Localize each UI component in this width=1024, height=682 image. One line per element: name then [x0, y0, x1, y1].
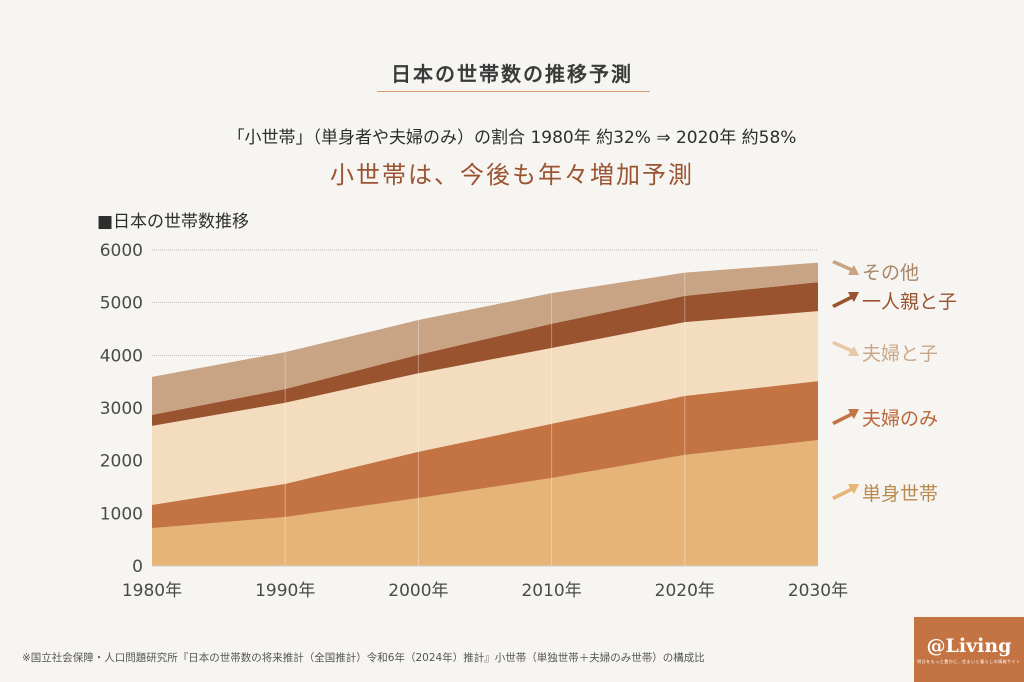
- y-tick-label: 0: [132, 557, 143, 577]
- area-4: [152, 282, 818, 426]
- title-underline: [377, 91, 650, 92]
- area-2: [152, 381, 818, 529]
- arrow-down-icon: [832, 341, 859, 356]
- area-1: [152, 440, 818, 566]
- headline: 小世帯は、今後も年々増加予測: [330, 161, 694, 189]
- y-tick-label: 6000: [100, 241, 143, 261]
- x-tick-label: 2030年: [788, 581, 848, 601]
- source-footnote: ※国立社会保障・人口問題研究所『日本の世帯数の将来推計（全国推計）令和6年（20…: [22, 652, 705, 664]
- x-tick-label: 2020年: [655, 581, 715, 601]
- x-axis-ticks: 1980年 1990年 2000年 2010年 2020年 2030年: [122, 581, 848, 601]
- legend: 単身世帯 夫婦のみ 夫婦と子 一人親と子 その他: [832, 260, 957, 505]
- legend-label-4: 一人親と子: [862, 291, 957, 313]
- legend-label-3: 夫婦と子: [862, 343, 938, 365]
- chart-title: ■日本の世帯数推移: [97, 212, 250, 232]
- y-tick-label: 2000: [100, 452, 143, 472]
- page-title: 日本の世帯数の推移予測: [391, 62, 633, 86]
- y-tick-label: 3000: [100, 399, 143, 419]
- arrow-up-icon: [832, 484, 859, 500]
- x-tick-label: 2000年: [388, 581, 448, 601]
- logo-text: @Living: [926, 635, 1012, 657]
- area-3: [152, 311, 818, 505]
- legend-label-5: その他: [862, 262, 919, 284]
- area-5: [152, 262, 818, 415]
- x-tick-label: 2010年: [521, 581, 581, 601]
- x-tick-label: 1980年: [122, 581, 182, 601]
- vertical-guides: [284, 272, 686, 566]
- area-layers: [152, 262, 818, 567]
- legend-label-2: 夫婦のみ: [862, 408, 938, 430]
- arrow-up-icon: [832, 292, 859, 308]
- y-tick-label: 5000: [100, 294, 143, 314]
- legend-label-1: 単身世帯: [862, 483, 938, 505]
- logo-tagline: 明日をもっと豊かに、住まいと暮らしの情報サイト: [917, 659, 1021, 664]
- y-axis-ticks: 0 1000 2000 3000 4000 5000 6000: [100, 241, 143, 577]
- subtitle: 「小世帯」（単身者や夫婦のみ）の割合 1980年 約32% ⇒ 2020年 約5…: [227, 128, 797, 148]
- arrow-down-icon: [832, 260, 859, 275]
- living-logo[interactable]: @Living 明日をもっと豊かに、住まいと暮らしの情報サイト: [914, 617, 1024, 682]
- y-tick-label: 4000: [100, 346, 143, 366]
- x-tick-label: 1990年: [255, 581, 315, 601]
- y-tick-label: 1000: [100, 504, 143, 524]
- arrow-up-icon: [832, 409, 859, 425]
